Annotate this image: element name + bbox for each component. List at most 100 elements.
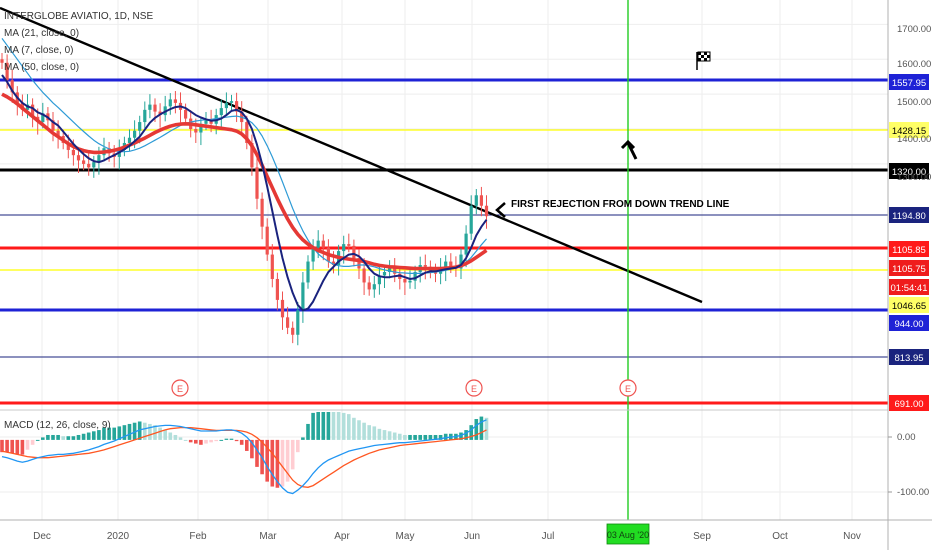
macd-histogram-bar (270, 439, 275, 487)
y-tick-label: 1700.00 (897, 24, 931, 35)
x-tick-label: Apr (334, 531, 350, 542)
macd-histogram-bar (290, 439, 295, 470)
macd-line (1, 419, 487, 495)
macd-histogram-bar (97, 430, 101, 440)
macd-histogram-bar (306, 423, 310, 440)
macd-histogram-bar (0, 439, 4, 453)
macd-histogram-bar (183, 439, 188, 441)
x-tick-label: May (396, 531, 415, 542)
annotation-text: FIRST REJECTION FROM DOWN TREND LINE (511, 199, 730, 210)
macd-histogram-bar (71, 436, 76, 440)
macd-histogram-bar (143, 422, 147, 440)
candle (275, 272, 279, 311)
macd-histogram-bar (428, 434, 433, 440)
macd-histogram-bar (469, 425, 473, 440)
candle (357, 249, 361, 279)
macd-legend: MACD (12, 26, close, 9) (4, 420, 111, 431)
candle (347, 233, 351, 253)
candle (306, 255, 310, 289)
macd-histogram-bar (372, 426, 377, 440)
price-badge-813.95: 813.95 (889, 349, 929, 365)
svg-text:E: E (177, 384, 183, 394)
macd-histogram-bar (229, 438, 234, 440)
macd-tick-label: 0.00 (897, 432, 916, 443)
candle (229, 94, 234, 112)
macd-histogram-bar (321, 412, 326, 440)
macd-histogram-bar (459, 432, 463, 440)
macd-histogram-bar (199, 439, 203, 445)
ma50-legend: MA (50, close, 0) (4, 62, 79, 73)
macd-histogram-bar (148, 423, 152, 440)
arrow-left-icon (495, 202, 506, 218)
macd-histogram-bar (158, 427, 162, 440)
candle (301, 272, 305, 323)
svg-text:1194.80: 1194.80 (892, 211, 926, 222)
ma7-line (1, 74, 488, 312)
macd-histogram-bar (30, 439, 35, 445)
x-tick-label: Oct (772, 531, 788, 542)
svg-text:E: E (471, 384, 477, 394)
macd-axis[interactable]: 0.00 -100.00 (888, 432, 929, 498)
y-tick-label: 1600.00 (897, 59, 931, 70)
candle (393, 258, 397, 283)
svg-text:01:54:41: 01:54:41 (891, 283, 928, 294)
candle (464, 225, 468, 268)
macd-histogram-bar (41, 437, 45, 440)
macd-histogram-bar (408, 434, 412, 440)
price-badge-1428.15: 1428.15 (889, 122, 929, 138)
x-tick-label: Dec (33, 531, 51, 542)
event-marker[interactable]: E (619, 379, 637, 397)
macd-histogram-bar (137, 421, 142, 440)
x-tick-label: Nov (843, 531, 861, 542)
svg-text:1320.00: 1320.00 (892, 167, 926, 178)
macd-histogram-bar (474, 419, 479, 440)
candle (127, 129, 132, 152)
x-tick-label: Jul (542, 531, 555, 542)
macd-histogram-bar (362, 422, 366, 440)
macd-histogram-bar (66, 436, 71, 440)
macd-histogram-bar (357, 420, 361, 440)
ma21-legend: MA (21, close, 0) (4, 28, 79, 39)
macd-histogram-bar (25, 439, 30, 450)
macd-histogram-bar (367, 425, 371, 440)
macd-histogram-bar (86, 432, 91, 440)
event-marker[interactable]: E (465, 379, 483, 397)
candle (367, 276, 371, 296)
macd-histogram-bar (280, 439, 285, 487)
macd-histogram-bar (433, 434, 438, 440)
candle (250, 134, 254, 176)
macd-histogram-bar (204, 439, 208, 444)
price-badge-1105.75: 1105.75 (889, 260, 929, 276)
event-marker[interactable]: E (171, 379, 189, 397)
candle (173, 91, 177, 114)
candle (270, 244, 274, 288)
macd-histogram-bar (301, 437, 305, 440)
macd-histogram-bar (194, 439, 198, 444)
macd-panel (0, 412, 489, 495)
y-tick-label: 1300.00 (897, 172, 931, 183)
price-badge-01:54:41: 01:54:41 (889, 279, 929, 295)
x-tick-label: Sep (693, 531, 711, 542)
macd-histogram-bar (122, 425, 127, 440)
x-tick-label: Feb (189, 531, 207, 542)
macd-histogram-bar (209, 439, 213, 443)
x-tick-label: 2020 (107, 531, 130, 542)
candle (321, 234, 325, 261)
macd-histogram-bar (255, 439, 259, 467)
candle (372, 275, 376, 298)
macd-histogram-bar (61, 436, 65, 440)
price-badge-691.00: 691.00 (889, 395, 929, 411)
y-tick-label: 1500.00 (897, 97, 931, 108)
candle (403, 270, 407, 296)
candle (479, 186, 483, 217)
macd-signal-line (1, 426, 487, 488)
svg-text:1428.15: 1428.15 (892, 126, 926, 137)
macd-histogram-bar (10, 439, 14, 454)
checkered-flag-icon (696, 51, 711, 70)
ma50-line (1, 92, 488, 271)
candle (388, 260, 392, 279)
time-axis[interactable]: Dec 2020 Feb Mar Apr May Jun Jul 03 Aug '20 Sep Oc… (33, 523, 861, 545)
candle (311, 239, 315, 270)
price-axis[interactable]: 1557.95 1428.15 1320.00 1194.80 1105.85 1105.… (889, 24, 931, 411)
